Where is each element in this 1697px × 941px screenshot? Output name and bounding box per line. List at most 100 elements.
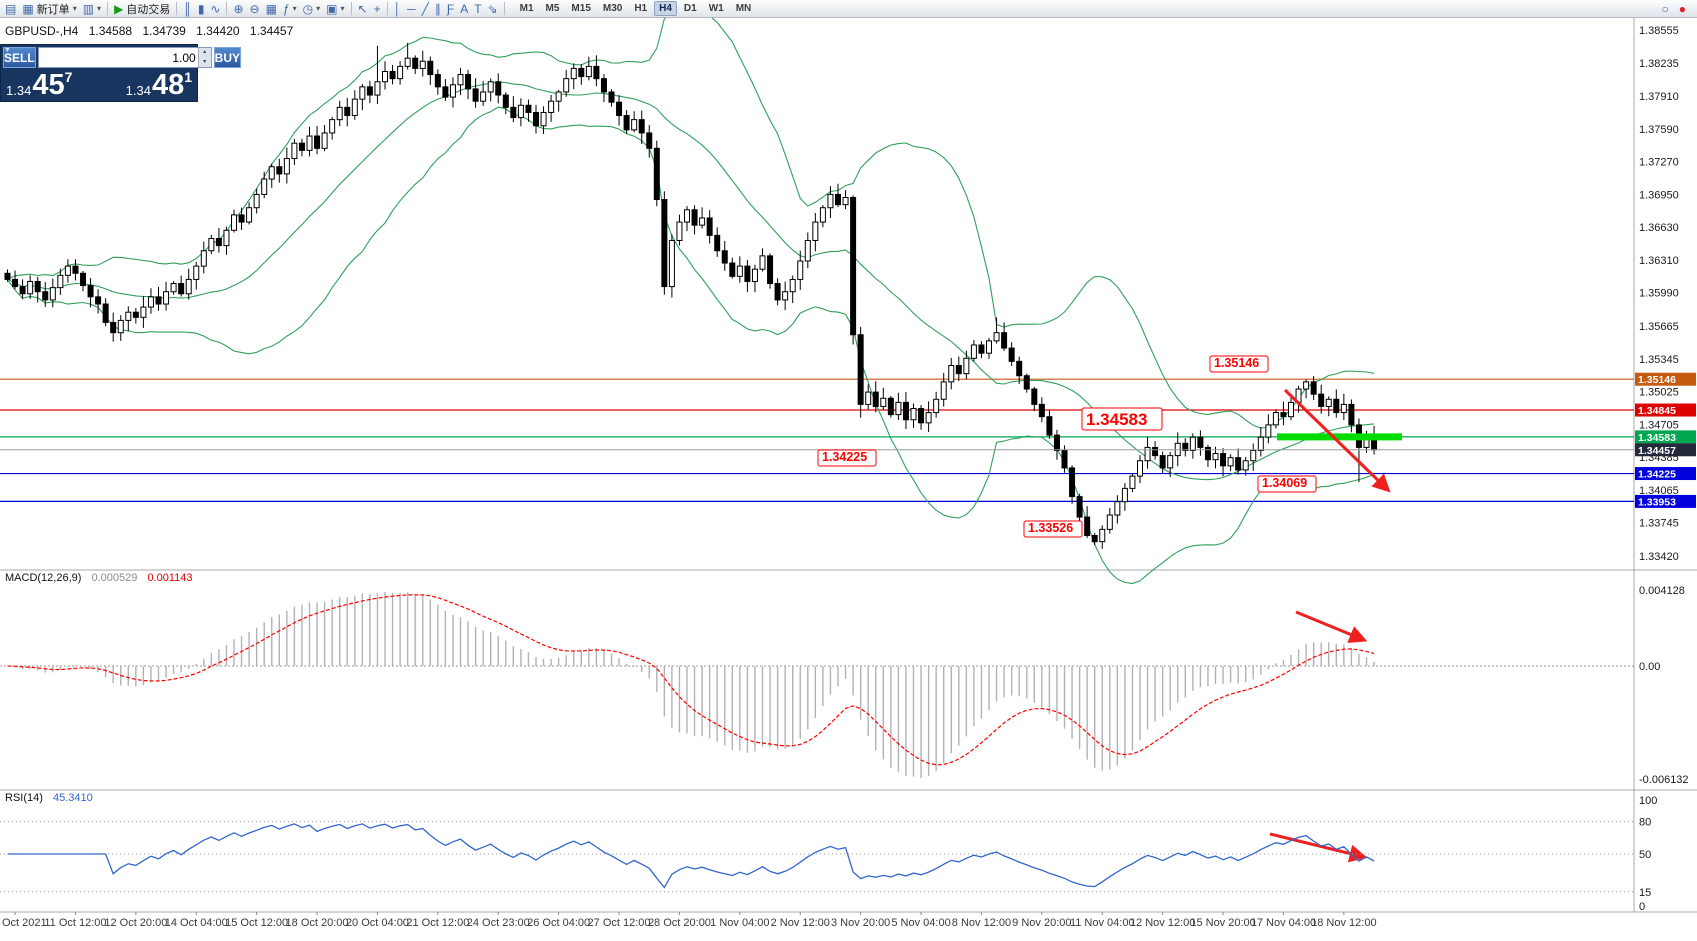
candle <box>246 207 253 223</box>
auto-trading-label: 自动交易 <box>126 3 171 16</box>
annotation-text: 1.34069 <box>1262 476 1307 490</box>
periods-button[interactable]: ◷ ▾ <box>300 1 324 17</box>
price-tick-label: 1.38555 <box>1639 25 1679 37</box>
candle <box>593 65 600 80</box>
crosshair-tool-button[interactable]: + <box>371 1 384 17</box>
new-chart-button[interactable]: ▤ <box>2 1 19 17</box>
price-tag-box <box>1635 494 1696 508</box>
candle <box>321 132 328 149</box>
arrows-tool-button[interactable]: ⇘ <box>485 1 501 17</box>
macd-tick-label: 0.00 <box>1639 661 1660 673</box>
crosshair-tool-icon: + <box>373 1 381 16</box>
candle <box>517 104 524 119</box>
candle <box>902 401 909 421</box>
candle <box>1242 460 1249 471</box>
price-axis[interactable]: 1.38555 1.38235 1.37910 1.37590 1.37270 1.369… <box>1635 25 1696 563</box>
price-tick-label: 1.35990 <box>1639 288 1679 300</box>
trade-panel-collapse-icon[interactable]: ▼ <box>4 47 11 54</box>
tile-windows-button[interactable]: ▦ <box>263 1 280 17</box>
alert-icon-button[interactable]: ● <box>1676 1 1689 17</box>
price-tick-label: 1.33745 <box>1639 518 1679 530</box>
cursor-tool-button[interactable]: ↖ <box>355 1 371 17</box>
fibonacci-tool-button[interactable]: Ƒ <box>444 1 457 17</box>
trend-arrow-annotation[interactable] <box>1283 388 1391 493</box>
candle <box>646 132 653 149</box>
candle <box>344 106 351 117</box>
templates-button[interactable]: ▣ ▾ <box>323 1 347 17</box>
candle <box>789 278 796 293</box>
price-tick-label: 1.37270 <box>1639 157 1679 169</box>
auto-trading-button[interactable]: ▶ 自动交易 <box>111 1 173 17</box>
annotation-label[interactable]: 1.34069 <box>1257 475 1317 493</box>
time-tick-label: 11 Oct 12:00 <box>44 917 106 929</box>
timeframe-mn-button[interactable]: MN <box>731 1 757 16</box>
volume-input[interactable] <box>38 48 198 67</box>
line-chart-mode-button[interactable]: ∿ <box>207 1 223 17</box>
candle <box>940 381 947 400</box>
toolbar-separator <box>176 2 178 15</box>
candle <box>87 285 94 298</box>
zoom-in-button[interactable]: ⊕ <box>230 1 246 17</box>
horizontal-line-tool-button[interactable]: ─ <box>404 1 419 17</box>
channel-tool-button[interactable]: ∥ <box>432 1 444 17</box>
candlestick-mode-button[interactable]: ▮ <box>195 1 208 17</box>
toolbar-separator <box>107 2 109 15</box>
timeframe-m15-button[interactable]: M15 <box>566 1 595 16</box>
highlight-zone[interactable] <box>1277 433 1402 441</box>
bollinger-bands <box>7 8 1375 585</box>
candle <box>178 283 185 295</box>
timeframe-h4-button[interactable]: H4 <box>654 1 677 16</box>
candle <box>298 142 305 151</box>
timeframe-m1-button[interactable]: M1 <box>515 1 539 16</box>
candle <box>1167 455 1174 469</box>
macd-panel[interactable]: 0.004128 0.00 -0.006132 <box>0 585 1689 786</box>
trend-arrow-annotation[interactable] <box>1269 832 1368 863</box>
volume-increase-button[interactable]: ▴ <box>197 48 211 58</box>
annotations: 1.35146 1.34583 1.34225 1.34069 1.33526 <box>817 355 1317 538</box>
indicators-button[interactable]: ƒ ▾ <box>280 1 300 17</box>
buy-price-sup: 1 <box>184 69 192 85</box>
search-button[interactable]: ○ <box>1659 1 1672 17</box>
volume-decrease-button[interactable]: ▾ <box>197 57 211 67</box>
trend-arrow-annotation[interactable] <box>1295 610 1368 643</box>
timeframe-w1-button[interactable]: W1 <box>704 1 729 16</box>
label-tool-button[interactable]: T <box>471 1 484 17</box>
candle <box>993 332 1000 342</box>
bar-chart-mode-button[interactable]: ║ <box>180 1 195 17</box>
timeframe-m5-button[interactable]: M5 <box>541 1 565 16</box>
timeframe-d1-button[interactable]: D1 <box>679 1 702 16</box>
sell-button[interactable]: SELL <box>3 47 36 68</box>
candle <box>578 67 585 78</box>
candle <box>374 81 381 96</box>
trendline-tool-button[interactable]: ╱ <box>419 1 432 17</box>
annotation-label[interactable]: 1.35146 <box>1209 355 1269 373</box>
timeframe-m30-button[interactable]: M30 <box>598 1 627 16</box>
volume-control: ▴ ▾ <box>37 47 212 68</box>
candle <box>608 91 615 103</box>
timeframe-h1-button[interactable]: H1 <box>629 1 652 16</box>
zoom-out-button[interactable]: ⊖ <box>247 1 263 17</box>
annotation-label[interactable]: 1.34225 <box>817 449 877 467</box>
new-order-button[interactable]: ▦ 新订单 ▾ <box>19 1 79 17</box>
vertical-line-tool-button[interactable]: │ <box>391 1 405 17</box>
buy-price-prefix: 1.34 <box>125 83 151 98</box>
candle <box>80 272 86 287</box>
text-tool-button[interactable]: A <box>457 1 471 17</box>
candle <box>827 193 834 209</box>
time-tick-label: 11 Nov 04:00 <box>1070 917 1135 929</box>
annotation-label[interactable]: 1.33526 <box>1023 520 1083 538</box>
annotation-label[interactable]: 1.34583 <box>1081 407 1163 431</box>
time-tick-label: 26 Oct 04:00 <box>527 917 590 929</box>
zoom-in-icon: ⊕ <box>233 1 244 16</box>
candle <box>759 255 766 270</box>
candle <box>4 272 11 280</box>
time-tick-label: 15 Nov 20:00 <box>1190 917 1255 929</box>
buy-button[interactable]: BUY <box>213 47 242 68</box>
rsi-panel[interactable]: 100 80 50 15 0 <box>0 795 1657 913</box>
candle <box>117 319 124 334</box>
candle <box>434 74 441 88</box>
candle <box>442 86 449 98</box>
charts-menu-button[interactable]: ▥ ▾ <box>80 1 104 17</box>
